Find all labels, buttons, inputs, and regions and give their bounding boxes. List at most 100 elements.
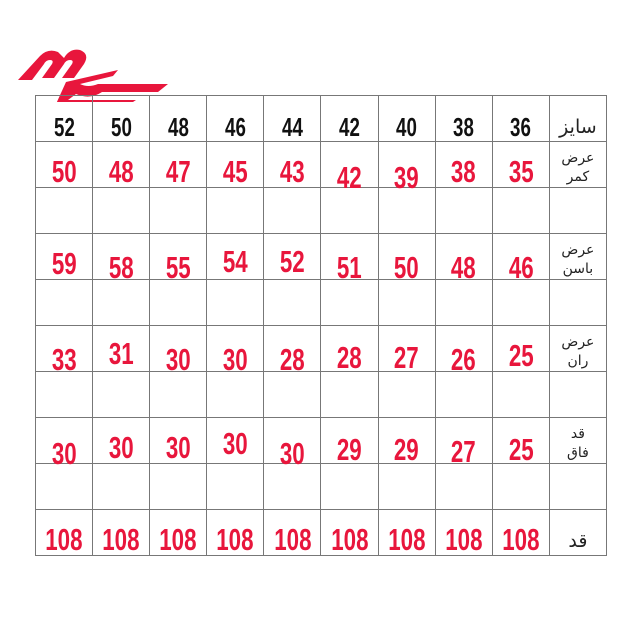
measure-cell: 48 xyxy=(434,233,493,283)
size-chart-table: 52 50 48 46 44 42 40 38 36 سایز 50 48 47 45 43 42 39 38 35… xyxy=(34,95,608,557)
measure-value: 108 xyxy=(45,522,83,557)
measure-cell: 31 xyxy=(92,325,151,372)
measure-value: 30 xyxy=(222,426,248,461)
measure-value: 33 xyxy=(51,342,77,377)
empty-cell xyxy=(263,279,322,326)
size-header-cell: 44 xyxy=(263,95,322,142)
measure-value: 30 xyxy=(108,430,134,465)
measure-value: 46 xyxy=(508,250,534,285)
measure-cell: 33 xyxy=(34,325,94,377)
measure-cell: 38 xyxy=(434,141,493,188)
measure-value: 59 xyxy=(51,246,77,281)
size-value: 36 xyxy=(510,112,532,142)
measure-row: 50 48 47 45 43 42 39 38 35 عرض کمر xyxy=(34,141,608,193)
brand-logo xyxy=(18,49,168,102)
empty-cell xyxy=(377,279,436,326)
empty-cell xyxy=(548,463,608,510)
measure-cell: 30 xyxy=(149,417,208,465)
measure-cell: 26 xyxy=(434,325,493,375)
measure-cell: 30 xyxy=(206,325,265,375)
measure-value: 55 xyxy=(165,250,191,285)
measure-cell: 108 xyxy=(34,509,94,557)
empty-cell xyxy=(320,463,379,510)
measure-cell: 29 xyxy=(320,417,379,467)
empty-cell xyxy=(434,279,493,326)
measure-value: 51 xyxy=(337,250,362,285)
measure-label: باسن xyxy=(562,261,594,278)
measure-cell: 27 xyxy=(434,417,493,467)
size-label: سایز xyxy=(559,116,597,139)
empty-cell xyxy=(149,279,208,326)
empty-cell xyxy=(92,279,151,326)
measure-label-cell: قد فاق xyxy=(548,417,608,464)
empty-cell xyxy=(320,279,379,326)
measure-cell: 51 xyxy=(320,233,379,285)
measure-value: 28 xyxy=(279,342,305,377)
measure-value: 108 xyxy=(159,522,197,557)
size-header-cell: 46 xyxy=(206,95,265,142)
measure-cell: 52 xyxy=(263,233,322,280)
measure-row: 108 108 108 108 108 108 108 108 108 قد xyxy=(34,509,608,557)
measure-value: 108 xyxy=(445,522,483,557)
empty-cell xyxy=(491,463,550,510)
measure-cell: 28 xyxy=(320,325,379,375)
measure-cell: 108 xyxy=(263,509,322,557)
measure-cell: 29 xyxy=(377,417,436,465)
empty-cell xyxy=(548,187,608,234)
empty-cell xyxy=(92,371,151,418)
measure-cell: 30 xyxy=(263,417,322,469)
size-header-cell: 52 xyxy=(34,95,94,142)
empty-cell xyxy=(149,463,208,510)
empty-cell xyxy=(491,371,550,418)
empty-cell xyxy=(377,187,436,234)
size-header-cell: 42 xyxy=(320,95,379,142)
size-header-cell: 36 xyxy=(491,95,550,142)
measure-value: 29 xyxy=(337,432,362,467)
measure-value: 108 xyxy=(216,522,254,557)
measure-cell: 28 xyxy=(263,325,322,377)
measure-cell: 55 xyxy=(149,233,208,285)
measure-value: 58 xyxy=(108,250,134,285)
measure-value: 108 xyxy=(273,522,312,557)
measure-value: 30 xyxy=(165,342,191,377)
measure-value: 25 xyxy=(508,432,534,467)
measure-cell: 42 xyxy=(320,141,379,193)
measure-value: 108 xyxy=(387,522,426,557)
measure-label: ران xyxy=(567,353,589,370)
measure-value: 28 xyxy=(337,340,362,375)
measure-cell: 30 xyxy=(92,417,151,465)
empty-cell xyxy=(263,187,322,234)
measure-cell: 30 xyxy=(34,417,94,469)
measure-value: 52 xyxy=(279,244,305,279)
measure-cell: 108 xyxy=(149,509,208,557)
spacer-row xyxy=(34,279,608,326)
measure-cell: 46 xyxy=(491,233,550,285)
size-header-cell: 50 xyxy=(92,95,151,142)
empty-cell xyxy=(491,279,550,326)
measure-label-cell: عرض باسن xyxy=(548,233,608,280)
empty-cell xyxy=(377,371,436,418)
measure-value: 30 xyxy=(165,430,191,465)
empty-cell xyxy=(320,371,379,418)
measure-row: 33 31 30 30 28 28 27 26 25 عرض ران xyxy=(34,325,608,377)
spacer-row xyxy=(34,463,608,510)
measure-value: 108 xyxy=(502,522,540,557)
empty-cell xyxy=(149,371,208,418)
measure-value: 54 xyxy=(222,244,248,279)
empty-cell xyxy=(377,463,436,510)
measure-cell: 35 xyxy=(491,141,550,189)
empty-cell xyxy=(491,187,550,234)
measure-cell: 48 xyxy=(92,141,151,188)
measure-cell: 108 xyxy=(92,509,151,556)
empty-cell xyxy=(206,279,265,326)
measure-value: 35 xyxy=(508,154,534,189)
measure-value: 45 xyxy=(222,154,248,189)
size-value: 40 xyxy=(396,112,418,142)
empty-cell xyxy=(548,371,608,418)
empty-cell xyxy=(149,187,208,234)
size-value: 46 xyxy=(224,112,246,142)
measure-value: 50 xyxy=(51,154,77,189)
size-header-cell: 38 xyxy=(434,95,493,142)
size-value: 48 xyxy=(167,112,189,142)
measure-label: فاق xyxy=(567,445,589,462)
